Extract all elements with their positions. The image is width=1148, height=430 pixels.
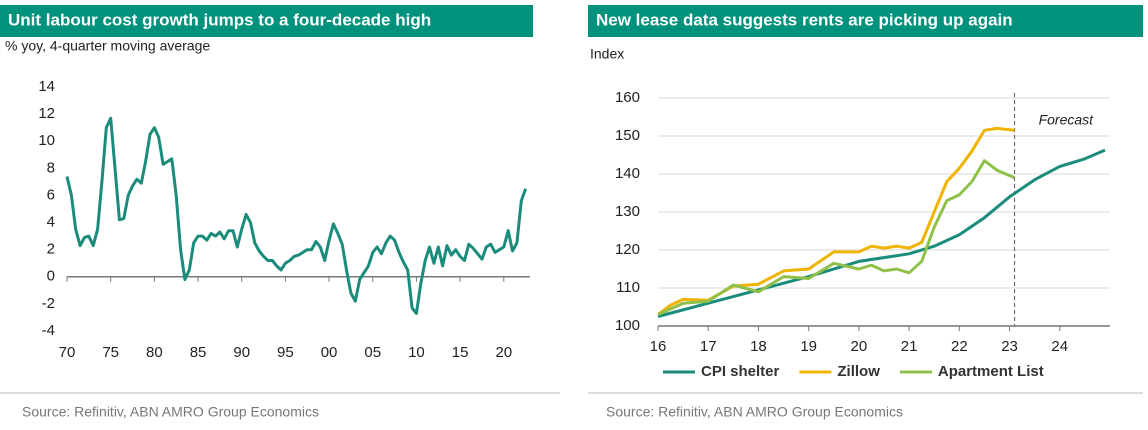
y-tick-label: 150 <box>615 127 640 144</box>
chart-title: Unit labour cost growth jumps to a four-… <box>8 10 431 29</box>
y-tick-label: 0 <box>47 268 55 285</box>
y-tick-label: 14 <box>38 78 55 95</box>
title-bar <box>588 5 1143 37</box>
y-tick-label: 2 <box>47 241 55 258</box>
y-tick-label: 12 <box>38 105 55 122</box>
x-tick-label: 19 <box>800 338 817 355</box>
x-tick-label: 75 <box>102 344 119 361</box>
y-tick-label: 4 <box>47 214 55 231</box>
y-tick-label: 100 <box>615 317 640 334</box>
legend-label: Zillow <box>837 363 880 380</box>
data-line <box>657 159 1016 316</box>
source: Source: Refinitiv, ABN AMRO Group Econom… <box>22 404 319 420</box>
x-tick-label: 15 <box>452 344 469 361</box>
data-line <box>65 116 528 315</box>
x-tick-label: 22 <box>951 338 968 355</box>
y-tick-label: -4 <box>42 322 55 339</box>
y-tick-label: -2 <box>42 295 55 312</box>
chart-subtitle: % yoy, 4-quarter moving average <box>5 38 210 54</box>
x-tick-label: 17 <box>700 338 717 355</box>
y-tick-label: 140 <box>615 165 640 182</box>
y-tick-label: 6 <box>47 186 55 203</box>
y-axis-label: Index <box>590 46 624 62</box>
x-tick-label: 21 <box>901 338 918 355</box>
title-bar <box>0 5 533 37</box>
y-tick-label: 10 <box>38 132 55 149</box>
x-tick-label: 70 <box>59 344 76 361</box>
legend-label: Apartment List <box>938 363 1044 380</box>
annotation: Forecast <box>1039 112 1095 128</box>
x-tick-label: 00 <box>321 344 338 361</box>
y-tick-label: 8 <box>47 159 55 176</box>
y-tick-label: 160 <box>615 89 640 106</box>
y-tick-label: 130 <box>615 203 640 220</box>
x-tick-label: 23 <box>1001 338 1018 355</box>
x-tick-label: 95 <box>277 344 294 361</box>
x-tick-label: 24 <box>1051 338 1068 355</box>
x-tick-label: 20 <box>851 338 868 355</box>
y-tick-label: 120 <box>615 241 640 258</box>
source: Source: Refinitiv, ABN AMRO Group Econom… <box>606 404 903 420</box>
x-tick-label: 80 <box>146 344 163 361</box>
legend-label: CPI shelter <box>701 363 780 380</box>
x-tick-label: 10 <box>408 344 425 361</box>
x-tick-label: 20 <box>495 344 512 361</box>
x-tick-label: 18 <box>750 338 767 355</box>
data-line <box>657 126 1015 316</box>
chart-title: New lease data suggests rents are pickin… <box>596 10 1013 29</box>
x-tick-label: 16 <box>650 338 667 355</box>
x-tick-label: 90 <box>233 344 250 361</box>
x-tick-label: 05 <box>364 344 381 361</box>
x-tick-label: 85 <box>190 344 207 361</box>
y-tick-label: 110 <box>616 279 640 296</box>
